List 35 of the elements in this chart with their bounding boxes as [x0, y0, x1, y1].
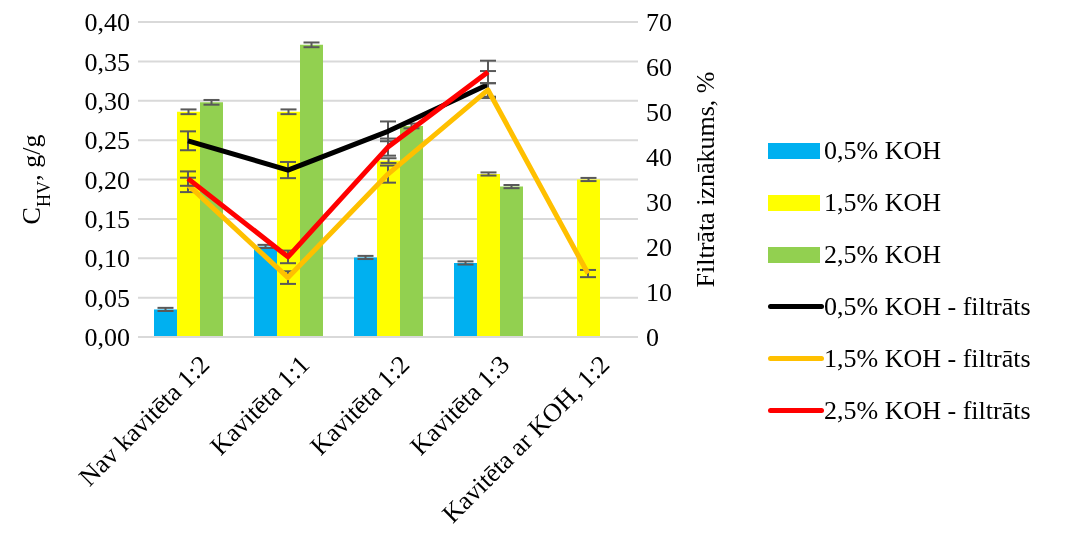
y2-axis-title: Filtrāta iznākums, % — [691, 71, 720, 288]
bar — [254, 246, 277, 337]
y-tick-label: 0,15 — [84, 205, 130, 235]
legend-label: 1,5% KOH - filtrāts — [824, 343, 1031, 374]
legend-label: 1,5% KOH — [824, 187, 941, 218]
y-tick-label: 0,20 — [84, 165, 130, 195]
y2-tick-label: 40 — [646, 143, 672, 173]
y-tick-label: 0,10 — [84, 244, 130, 274]
y2-tick-label: 50 — [646, 98, 672, 128]
y2-tick-label: 10 — [646, 278, 672, 308]
bar — [154, 309, 177, 337]
bar — [454, 262, 477, 337]
bar — [400, 125, 423, 337]
y2-tick-label: 0 — [646, 323, 659, 353]
y2-tick-label: 70 — [646, 8, 672, 38]
legend-label: 2,5% KOH - filtrāts — [824, 395, 1031, 426]
y2-tick-label: 60 — [646, 53, 672, 83]
y2-tick-label: 30 — [646, 188, 672, 218]
y-tick-label: 0,05 — [84, 283, 130, 313]
legend-label: 0,5% KOH — [824, 135, 941, 166]
bar — [200, 102, 223, 337]
bar — [300, 44, 323, 337]
legend-label: 2,5% KOH — [824, 239, 941, 270]
y-tick-label: 0,40 — [84, 8, 130, 38]
bar — [577, 179, 600, 337]
bar — [354, 257, 377, 337]
y-tick-label: 0,00 — [84, 323, 130, 353]
y2-tick-label: 20 — [646, 233, 672, 263]
y-tick-label: 0,25 — [84, 126, 130, 156]
legend-label: 0,5% KOH - filtrāts — [824, 291, 1031, 322]
bar — [500, 186, 523, 337]
bar — [477, 173, 500, 337]
bar — [377, 160, 400, 337]
y-tick-label: 0,30 — [84, 86, 130, 116]
y-tick-label: 0,35 — [84, 47, 130, 77]
